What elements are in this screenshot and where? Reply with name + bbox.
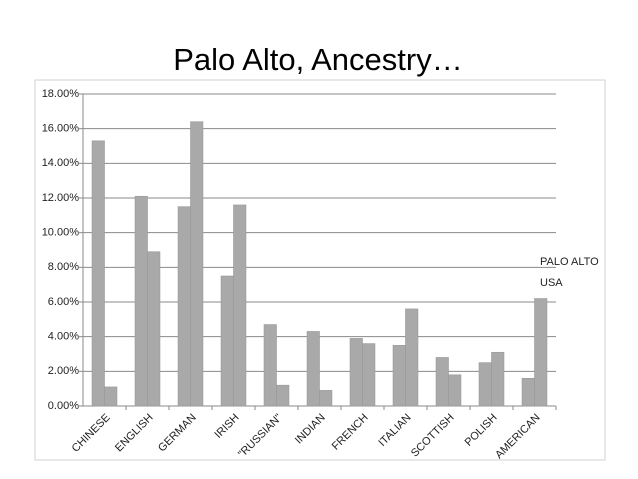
y-tick-label: 6.00% xyxy=(48,296,79,308)
y-tick-label: 8.00% xyxy=(48,261,79,273)
y-tick-label: 10.00% xyxy=(42,227,80,239)
bar xyxy=(306,331,320,407)
bar xyxy=(534,298,548,407)
bar xyxy=(177,206,191,407)
bar xyxy=(405,308,419,407)
chart-frame xyxy=(34,79,606,461)
bar xyxy=(491,351,505,407)
bar xyxy=(349,338,363,407)
bar xyxy=(435,357,449,407)
y-tick-label: 18.00% xyxy=(42,88,80,100)
bar xyxy=(521,377,535,407)
y-tick-label: 16.00% xyxy=(42,123,80,135)
bar xyxy=(233,204,247,407)
x-tick-label: INDIAN xyxy=(293,412,328,447)
x-tick-label: FRENCH xyxy=(330,412,371,453)
bar xyxy=(478,362,492,407)
x-tick-label: SCOTTISH xyxy=(409,412,457,460)
x-tick-label: ITALIAN xyxy=(376,412,413,449)
bar xyxy=(134,195,148,407)
bar xyxy=(362,343,376,407)
bar xyxy=(104,386,118,407)
x-tick-label: POLISH xyxy=(463,412,500,449)
bar xyxy=(392,345,406,407)
y-tick-label: 2.00% xyxy=(48,365,79,377)
x-tick-label: AMERICAN xyxy=(493,412,543,462)
legend-label: PALO ALTO xyxy=(540,256,599,268)
bar xyxy=(319,390,333,407)
x-tick-label: CHINESE xyxy=(70,412,113,455)
bar xyxy=(91,140,105,407)
bar xyxy=(448,374,462,407)
y-tick-label: 14.00% xyxy=(42,157,80,169)
y-tick-label: 4.00% xyxy=(48,331,79,343)
chart-title: Palo Alto, Ancestry… xyxy=(173,42,462,77)
bar xyxy=(147,251,161,407)
x-tick-label: ENGLISH xyxy=(113,412,156,455)
x-tick-label: GERMAN xyxy=(156,412,199,455)
bar xyxy=(276,384,290,407)
legend-label: USA xyxy=(540,277,563,289)
y-tick-label: 12.00% xyxy=(42,192,80,204)
bar xyxy=(190,121,204,407)
x-tick-label: IRISH xyxy=(212,412,241,441)
x-tick-label: "RUSSIAN" xyxy=(236,412,285,461)
bar xyxy=(263,324,277,407)
bar xyxy=(220,275,234,407)
y-tick-label: 0.00% xyxy=(48,400,79,412)
